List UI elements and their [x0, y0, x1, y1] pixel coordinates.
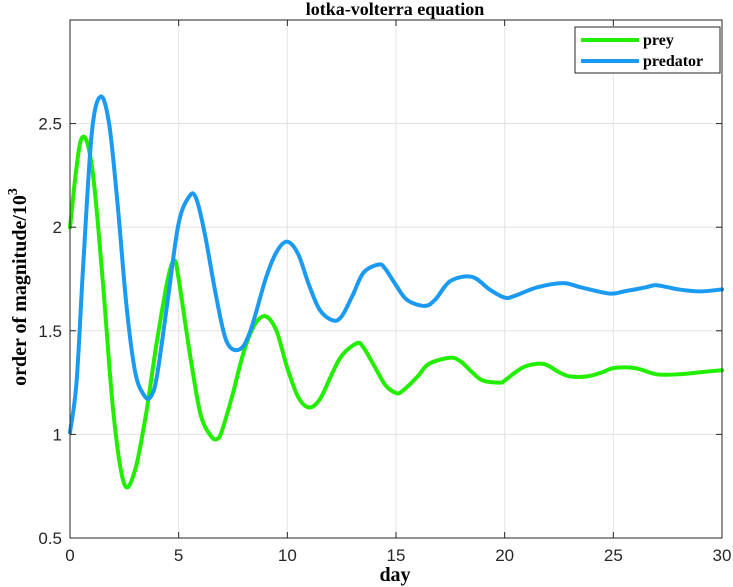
- y-tick-label: 2.5: [38, 115, 62, 134]
- y-tick-label: 2: [53, 218, 62, 237]
- y-axis-label-base: order of magnitude/10: [9, 195, 31, 386]
- y-tick-label: 0.5: [38, 529, 62, 548]
- x-tick-label: 20: [495, 546, 514, 565]
- y-axis-label-exponent: 3: [6, 188, 21, 195]
- x-tick-label: 15: [387, 546, 406, 565]
- legend-label-prey: prey: [643, 32, 674, 49]
- y-axis-label: order of magnitude/103: [6, 188, 31, 386]
- y-tick-label: 1.5: [38, 322, 62, 341]
- series-lines: [68, 94, 724, 490]
- legend-box: [574, 26, 721, 74]
- series-line-prey: [68, 134, 724, 490]
- legend: prey predator: [574, 26, 721, 74]
- series-line-predator: [68, 94, 724, 435]
- x-tick-label: 5: [174, 546, 183, 565]
- x-tick-label: 25: [604, 546, 623, 565]
- legend-label-predator: predator: [643, 53, 703, 70]
- x-tick-label: 30: [713, 546, 732, 565]
- y-tick-label: 1: [53, 425, 62, 444]
- x-tick-label: 0: [65, 546, 74, 565]
- chart-title: lotka-volterra equation: [306, 0, 484, 19]
- axis-ticks: 0 5 10 15 20 25 30 0.5 1 1.5 2 2.5: [38, 20, 731, 565]
- x-axis-label: day: [379, 564, 410, 586]
- x-tick-label: 10: [278, 546, 297, 565]
